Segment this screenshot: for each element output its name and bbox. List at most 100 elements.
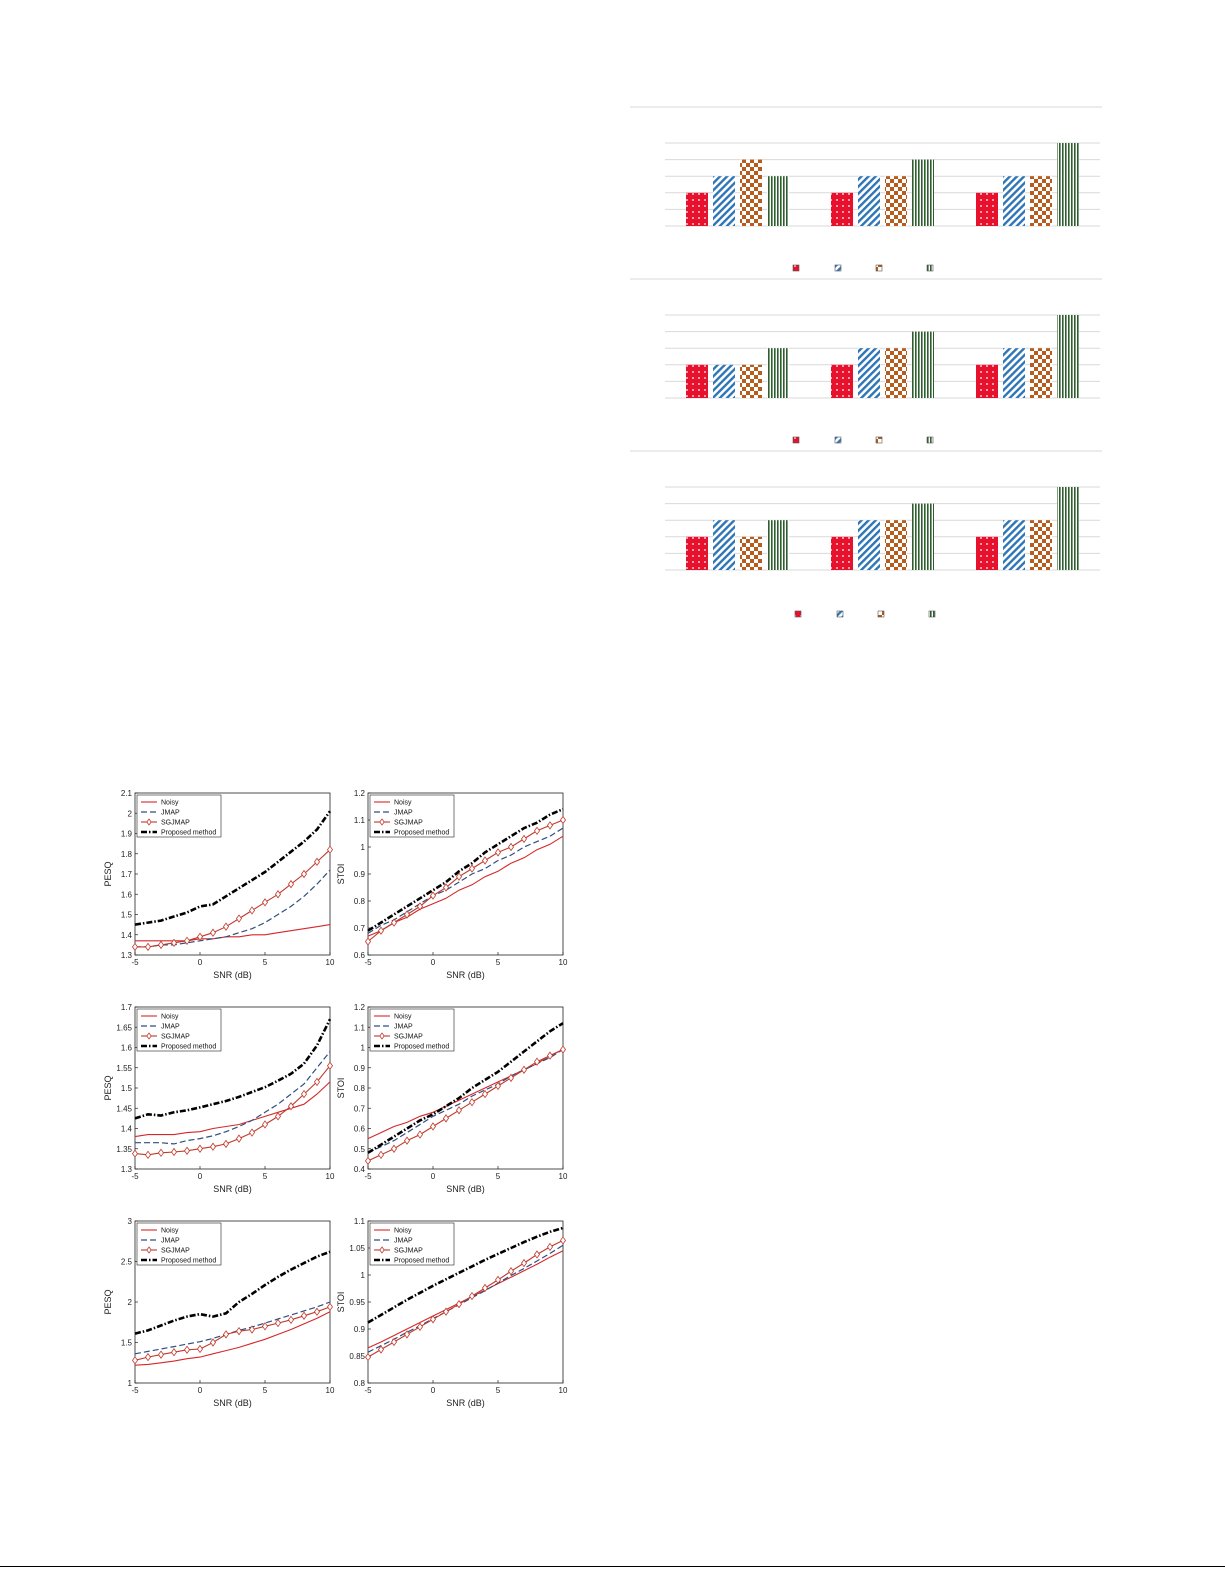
y-tick-label: 0.8	[354, 897, 366, 906]
x-tick-label: 5	[496, 958, 501, 967]
bar	[885, 176, 907, 226]
data-point	[404, 910, 410, 919]
x-tick-label: 5	[263, 1172, 268, 1181]
bar-panel-2	[630, 278, 1102, 444]
bar	[1030, 520, 1052, 570]
diagonal-hatch-icon	[836, 610, 844, 618]
data-point	[534, 826, 540, 835]
data-point	[521, 1258, 527, 1268]
data-point	[378, 1150, 384, 1160]
bar	[885, 520, 907, 570]
data-point	[288, 1102, 294, 1111]
x-tick-label: 10	[559, 1386, 568, 1395]
diagonal-hatch-icon	[834, 436, 842, 444]
data-point	[145, 1150, 151, 1160]
y-tick-label: 1	[361, 843, 366, 852]
x-tick-label: 0	[198, 958, 203, 967]
y-tick-label: 1.6	[121, 1044, 133, 1053]
series-line	[367, 1239, 564, 1358]
bar	[912, 503, 934, 570]
legend-label: Noisy	[394, 1228, 412, 1235]
y-tick-label: 1	[361, 1044, 366, 1053]
data-point	[314, 1077, 320, 1087]
bar	[858, 348, 880, 398]
legend: Noisy JMAP SGJMAP Proposed method	[369, 1222, 455, 1266]
series-line	[135, 1051, 331, 1145]
data-point	[184, 1345, 190, 1354]
bar	[831, 364, 853, 398]
x-tick-label: 5	[263, 958, 268, 967]
x-tick-label: 10	[559, 1172, 568, 1181]
data-point	[378, 1345, 384, 1354]
dot-pattern-icon	[792, 264, 800, 272]
data-point	[184, 936, 190, 946]
data-point	[327, 1302, 333, 1312]
x-axis-label: SNR (dB)	[213, 1398, 252, 1408]
data-point	[443, 883, 449, 892]
x-axis-label: SNR (dB)	[446, 1184, 485, 1194]
y-tick-label: 1.4	[121, 1125, 133, 1134]
y-tick-label: 0.6	[354, 951, 366, 960]
data-point	[547, 1051, 553, 1060]
y-tick-label: 3	[128, 1217, 133, 1226]
data-point	[145, 942, 151, 952]
data-point	[404, 1330, 410, 1339]
legend-label: SGJMAP	[161, 1034, 190, 1041]
bar	[686, 536, 708, 570]
bar	[912, 159, 934, 226]
data-point	[378, 926, 384, 935]
data-point	[430, 891, 436, 900]
data-point	[158, 1350, 164, 1359]
data-point	[249, 1325, 255, 1334]
y-tick-label: 1.2	[354, 789, 366, 798]
y-tick-label: 2.5	[121, 1258, 133, 1267]
vertical-stripe-icon	[926, 436, 934, 444]
data-point	[495, 848, 501, 857]
y-tick-label: 1.1	[354, 1023, 366, 1032]
y-tick-label: 1	[361, 1271, 366, 1280]
data-point	[547, 821, 553, 830]
series-line	[134, 1081, 331, 1138]
x-axis-label: SNR (dB)	[213, 1184, 252, 1194]
data-point	[482, 1089, 488, 1099]
x-tick-label: 10	[326, 1386, 335, 1395]
data-point	[417, 1322, 423, 1332]
y-tick-label: 1.3	[121, 1165, 133, 1174]
legend-label: Proposed method	[394, 1044, 449, 1051]
x-tick-label: -5	[364, 1172, 372, 1181]
data-point	[275, 1112, 281, 1121]
checker-pattern-icon	[875, 264, 883, 272]
y-tick-label: 1.7	[121, 870, 133, 879]
legend-label: SGJMAP	[161, 820, 190, 827]
legend-label: SGJMAP	[394, 820, 423, 827]
x-axis-label: SNR (dB)	[446, 970, 485, 980]
bar	[1057, 315, 1079, 398]
y-tick-label: 2	[128, 1298, 133, 1307]
bar	[686, 192, 708, 226]
legend: Noisy JMAP SGJMAP Proposed method	[136, 794, 222, 838]
data-point	[158, 1148, 164, 1157]
bar	[767, 348, 789, 398]
legend-label: SGJMAP	[394, 1034, 423, 1041]
y-tick-label: 0.9	[354, 1064, 366, 1073]
data-point	[184, 1146, 190, 1155]
legend-label: JMAP	[161, 1238, 180, 1245]
y-tick-label: 1.9	[121, 830, 133, 839]
bar	[976, 536, 998, 570]
data-point	[223, 1330, 229, 1339]
legend-label: Noisy	[161, 1014, 179, 1021]
data-point	[469, 864, 475, 873]
y-axis-label: PESQ	[103, 1075, 113, 1100]
legend-label: JMAP	[394, 1238, 413, 1245]
y-tick-label: 1.8	[121, 850, 133, 859]
data-point	[430, 1315, 436, 1324]
data-point	[210, 1142, 216, 1151]
data-point	[236, 1134, 242, 1143]
legend-box	[369, 1008, 455, 1052]
legend-marker	[146, 1246, 152, 1254]
page-footer-rule	[0, 1566, 1225, 1567]
data-point	[508, 1267, 514, 1276]
y-tick-label: 0.8	[354, 1379, 366, 1388]
x-tick-label: 10	[326, 958, 335, 967]
